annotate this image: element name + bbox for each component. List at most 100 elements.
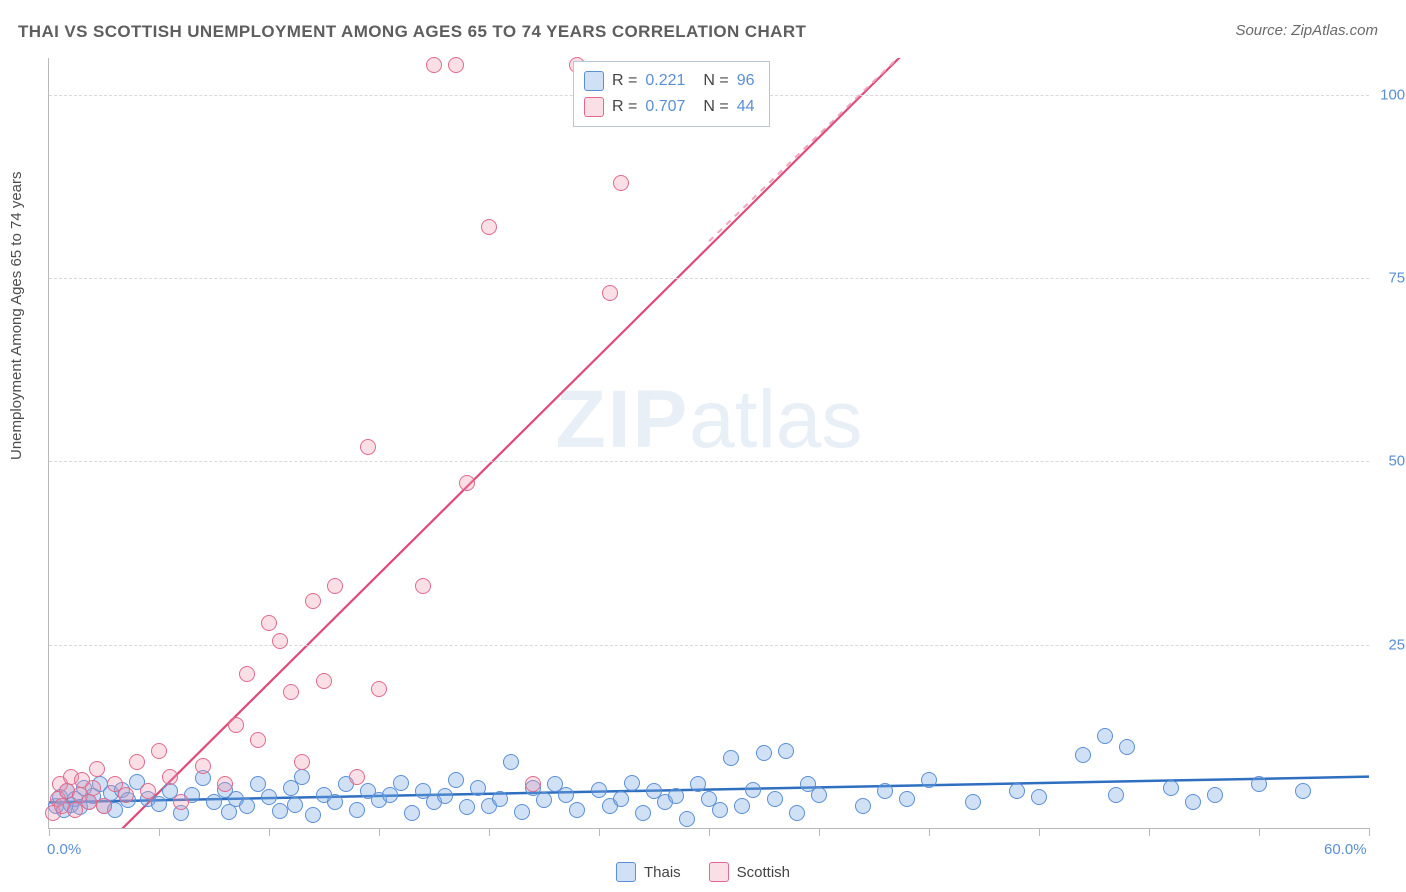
x-tick xyxy=(1259,828,1260,836)
data-point-scottish xyxy=(613,175,629,191)
data-point-thai xyxy=(1251,776,1267,792)
data-point-scottish xyxy=(151,743,167,759)
data-point-scottish xyxy=(250,732,266,748)
data-point-thai xyxy=(778,743,794,759)
data-point-thai xyxy=(492,791,508,807)
swatch-scottish xyxy=(709,862,729,882)
data-point-thai xyxy=(1009,783,1025,799)
x-tick xyxy=(599,828,600,836)
data-point-thai xyxy=(536,792,552,808)
data-point-thai xyxy=(745,782,761,798)
data-point-thai xyxy=(899,791,915,807)
data-point-scottish xyxy=(327,578,343,594)
data-point-thai xyxy=(382,787,398,803)
data-point-scottish xyxy=(261,615,277,631)
x-tick xyxy=(709,828,710,836)
swatch-thai xyxy=(616,862,636,882)
data-point-thai xyxy=(1119,739,1135,755)
x-tick xyxy=(819,828,820,836)
data-point-thai xyxy=(206,794,222,810)
x-tick xyxy=(1039,828,1040,836)
swatch-scottish xyxy=(584,97,604,117)
data-point-scottish xyxy=(316,673,332,689)
data-point-scottish xyxy=(349,769,365,785)
x-tick xyxy=(49,828,50,836)
data-point-thai xyxy=(514,804,530,820)
swatch-thai xyxy=(584,71,604,91)
data-point-thai xyxy=(712,802,728,818)
scatter-plot: ZIPatlas 25.0%50.0%75.0%100.0%0.0%60.0%R… xyxy=(48,58,1369,829)
data-point-thai xyxy=(756,745,772,761)
data-point-thai xyxy=(327,794,343,810)
gridline xyxy=(49,645,1369,646)
legend-label-scottish: Scottish xyxy=(737,864,790,881)
watermark-atlas: atlas xyxy=(689,374,862,465)
data-point-thai xyxy=(1031,789,1047,805)
y-tick-label: 50.0% xyxy=(1388,453,1406,470)
watermark: ZIPatlas xyxy=(556,373,863,467)
data-point-thai xyxy=(558,787,574,803)
stat-n-label: N = xyxy=(703,72,728,90)
x-tick-label: 0.0% xyxy=(47,841,81,858)
data-point-scottish xyxy=(162,769,178,785)
data-point-thai xyxy=(294,769,310,785)
stats-legend: R = 0.221N = 96R = 0.707N = 44 xyxy=(573,61,770,127)
x-tick xyxy=(379,828,380,836)
data-point-scottish xyxy=(228,717,244,733)
data-point-thai xyxy=(349,802,365,818)
stat-r-label: R = xyxy=(612,98,637,116)
x-tick xyxy=(489,828,490,836)
data-point-scottish xyxy=(283,684,299,700)
stat-n-label: N = xyxy=(703,98,728,116)
data-point-scottish xyxy=(89,761,105,777)
stats-row-thai: R = 0.221N = 96 xyxy=(584,68,755,94)
data-point-thai xyxy=(459,799,475,815)
legend-label-thai: Thais xyxy=(644,864,681,881)
data-point-thai xyxy=(287,797,303,813)
data-point-thai xyxy=(767,791,783,807)
data-point-scottish xyxy=(415,578,431,594)
data-point-thai xyxy=(404,805,420,821)
source-label: Source: ZipAtlas.com xyxy=(1235,22,1378,39)
data-point-scottish xyxy=(129,754,145,770)
x-tick xyxy=(929,828,930,836)
data-point-thai xyxy=(679,811,695,827)
data-point-scottish xyxy=(217,776,233,792)
data-point-thai xyxy=(789,805,805,821)
watermark-zip: ZIP xyxy=(556,374,690,465)
data-point-thai xyxy=(1163,780,1179,796)
data-point-thai xyxy=(877,783,893,799)
data-point-thai xyxy=(1185,794,1201,810)
data-point-thai xyxy=(668,788,684,804)
data-point-scottish xyxy=(118,787,134,803)
data-point-scottish xyxy=(426,57,442,73)
x-tick xyxy=(1149,828,1150,836)
data-point-thai xyxy=(723,750,739,766)
data-point-scottish xyxy=(195,758,211,774)
stat-r-value: 0.707 xyxy=(645,98,685,116)
data-point-thai xyxy=(811,787,827,803)
data-point-scottish xyxy=(448,57,464,73)
legend-item-scottish: Scottish xyxy=(709,862,790,882)
x-tick xyxy=(159,828,160,836)
x-tick-label: 60.0% xyxy=(1324,841,1367,858)
stat-r-label: R = xyxy=(612,72,637,90)
data-point-thai xyxy=(855,798,871,814)
data-point-thai xyxy=(437,788,453,804)
data-point-thai xyxy=(734,798,750,814)
gridline xyxy=(49,278,1369,279)
data-point-thai xyxy=(1207,787,1223,803)
data-point-thai xyxy=(569,802,585,818)
data-point-thai xyxy=(965,794,981,810)
data-point-scottish xyxy=(371,681,387,697)
data-point-thai xyxy=(624,775,640,791)
data-point-thai xyxy=(690,776,706,792)
y-tick-label: 25.0% xyxy=(1388,636,1406,653)
gridline xyxy=(49,461,1369,462)
y-tick-label: 100.0% xyxy=(1380,86,1406,103)
data-point-scottish xyxy=(173,794,189,810)
data-point-scottish xyxy=(140,783,156,799)
data-point-scottish xyxy=(525,776,541,792)
data-point-scottish xyxy=(305,593,321,609)
data-point-thai xyxy=(393,775,409,791)
